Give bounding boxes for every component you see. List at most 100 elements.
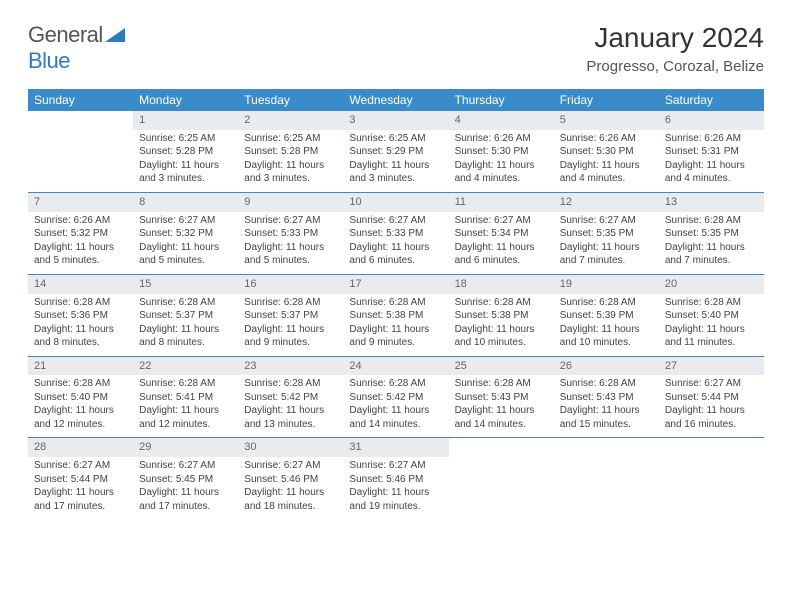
sunrise-text: Sunrise: 6:28 AM [455, 296, 548, 310]
day-number: 4 [449, 111, 554, 130]
day-cell: 11Sunrise: 6:27 AMSunset: 5:34 PMDayligh… [449, 193, 554, 274]
daylight-text: Daylight: 11 hours and 10 minutes. [455, 323, 548, 350]
daylight-text: Daylight: 11 hours and 4 minutes. [560, 159, 653, 186]
month-title: January 2024 [586, 22, 764, 54]
day-number [28, 111, 133, 115]
sunrise-text: Sunrise: 6:28 AM [34, 296, 127, 310]
daylight-text: Daylight: 11 hours and 14 minutes. [455, 404, 548, 431]
sunset-text: Sunset: 5:40 PM [665, 309, 758, 323]
daylight-text: Daylight: 11 hours and 17 minutes. [139, 486, 232, 513]
day-body: Sunrise: 6:26 AMSunset: 5:31 PMDaylight:… [659, 130, 764, 192]
sunrise-text: Sunrise: 6:27 AM [34, 459, 127, 473]
day-body: Sunrise: 6:27 AMSunset: 5:46 PMDaylight:… [343, 457, 448, 519]
weekday-header: Saturday [659, 89, 764, 111]
day-cell [554, 438, 659, 519]
day-cell: 3Sunrise: 6:25 AMSunset: 5:29 PMDaylight… [343, 111, 448, 192]
day-body: Sunrise: 6:28 AMSunset: 5:42 PMDaylight:… [343, 375, 448, 437]
day-number: 30 [238, 438, 343, 457]
weekday-header: Monday [133, 89, 238, 111]
sunset-text: Sunset: 5:28 PM [139, 145, 232, 159]
sunrise-text: Sunrise: 6:27 AM [139, 459, 232, 473]
sunset-text: Sunset: 5:44 PM [665, 391, 758, 405]
day-number: 7 [28, 193, 133, 212]
daylight-text: Daylight: 11 hours and 5 minutes. [244, 241, 337, 268]
daylight-text: Daylight: 11 hours and 17 minutes. [34, 486, 127, 513]
sunrise-text: Sunrise: 6:28 AM [665, 214, 758, 228]
day-number: 2 [238, 111, 343, 130]
day-cell: 17Sunrise: 6:28 AMSunset: 5:38 PMDayligh… [343, 275, 448, 356]
day-cell: 2Sunrise: 6:25 AMSunset: 5:28 PMDaylight… [238, 111, 343, 192]
weekday-header: Wednesday [343, 89, 448, 111]
sunset-text: Sunset: 5:38 PM [349, 309, 442, 323]
daylight-text: Daylight: 11 hours and 8 minutes. [139, 323, 232, 350]
sunset-text: Sunset: 5:45 PM [139, 473, 232, 487]
day-number: 24 [343, 357, 448, 376]
day-cell: 21Sunrise: 6:28 AMSunset: 5:40 PMDayligh… [28, 357, 133, 438]
day-number: 5 [554, 111, 659, 130]
daylight-text: Daylight: 11 hours and 10 minutes. [560, 323, 653, 350]
day-body: Sunrise: 6:27 AMSunset: 5:44 PMDaylight:… [659, 375, 764, 437]
day-cell [449, 438, 554, 519]
day-cell: 27Sunrise: 6:27 AMSunset: 5:44 PMDayligh… [659, 357, 764, 438]
weekday-header: Sunday [28, 89, 133, 111]
day-number: 21 [28, 357, 133, 376]
brand-part2: Blue [28, 48, 70, 73]
sunrise-text: Sunrise: 6:28 AM [139, 296, 232, 310]
day-cell [659, 438, 764, 519]
weekday-header: Tuesday [238, 89, 343, 111]
day-body: Sunrise: 6:28 AMSunset: 5:39 PMDaylight:… [554, 294, 659, 356]
day-number: 16 [238, 275, 343, 294]
day-body: Sunrise: 6:25 AMSunset: 5:28 PMDaylight:… [133, 130, 238, 192]
day-cell: 7Sunrise: 6:26 AMSunset: 5:32 PMDaylight… [28, 193, 133, 274]
day-body: Sunrise: 6:28 AMSunset: 5:43 PMDaylight:… [449, 375, 554, 437]
day-cell: 16Sunrise: 6:28 AMSunset: 5:37 PMDayligh… [238, 275, 343, 356]
day-cell: 10Sunrise: 6:27 AMSunset: 5:33 PMDayligh… [343, 193, 448, 274]
day-body: Sunrise: 6:27 AMSunset: 5:33 PMDaylight:… [343, 212, 448, 274]
daylight-text: Daylight: 11 hours and 13 minutes. [244, 404, 337, 431]
daylight-text: Daylight: 11 hours and 7 minutes. [665, 241, 758, 268]
brand-logo: GeneralBlue [28, 22, 125, 74]
day-number: 23 [238, 357, 343, 376]
sunrise-text: Sunrise: 6:27 AM [244, 214, 337, 228]
day-cell: 13Sunrise: 6:28 AMSunset: 5:35 PMDayligh… [659, 193, 764, 274]
day-cell: 5Sunrise: 6:26 AMSunset: 5:30 PMDaylight… [554, 111, 659, 192]
sunset-text: Sunset: 5:35 PM [665, 227, 758, 241]
sunset-text: Sunset: 5:33 PM [244, 227, 337, 241]
week-row: 28Sunrise: 6:27 AMSunset: 5:44 PMDayligh… [28, 438, 764, 519]
day-number [659, 438, 764, 442]
page-header: GeneralBlue January 2024 Progresso, Coro… [28, 22, 764, 75]
day-number: 11 [449, 193, 554, 212]
weekday-header: Thursday [449, 89, 554, 111]
day-body: Sunrise: 6:28 AMSunset: 5:38 PMDaylight:… [343, 294, 448, 356]
day-number: 28 [28, 438, 133, 457]
sunrise-text: Sunrise: 6:26 AM [560, 132, 653, 146]
daylight-text: Daylight: 11 hours and 12 minutes. [34, 404, 127, 431]
sunset-text: Sunset: 5:34 PM [455, 227, 548, 241]
sunset-text: Sunset: 5:44 PM [34, 473, 127, 487]
sunrise-text: Sunrise: 6:25 AM [349, 132, 442, 146]
day-cell: 6Sunrise: 6:26 AMSunset: 5:31 PMDaylight… [659, 111, 764, 192]
daylight-text: Daylight: 11 hours and 11 minutes. [665, 323, 758, 350]
day-number: 12 [554, 193, 659, 212]
day-number: 31 [343, 438, 448, 457]
day-body: Sunrise: 6:27 AMSunset: 5:33 PMDaylight:… [238, 212, 343, 274]
weeks-container: 1Sunrise: 6:25 AMSunset: 5:28 PMDaylight… [28, 111, 764, 519]
day-cell: 9Sunrise: 6:27 AMSunset: 5:33 PMDaylight… [238, 193, 343, 274]
sunset-text: Sunset: 5:35 PM [560, 227, 653, 241]
daylight-text: Daylight: 11 hours and 14 minutes. [349, 404, 442, 431]
sunrise-text: Sunrise: 6:26 AM [665, 132, 758, 146]
week-row: 7Sunrise: 6:26 AMSunset: 5:32 PMDaylight… [28, 193, 764, 275]
sunset-text: Sunset: 5:41 PM [139, 391, 232, 405]
sunrise-text: Sunrise: 6:28 AM [139, 377, 232, 391]
sunset-text: Sunset: 5:43 PM [560, 391, 653, 405]
day-body: Sunrise: 6:27 AMSunset: 5:45 PMDaylight:… [133, 457, 238, 519]
day-body: Sunrise: 6:28 AMSunset: 5:40 PMDaylight:… [28, 375, 133, 437]
location-text: Progresso, Corozal, Belize [586, 58, 764, 75]
day-body: Sunrise: 6:28 AMSunset: 5:42 PMDaylight:… [238, 375, 343, 437]
day-cell: 24Sunrise: 6:28 AMSunset: 5:42 PMDayligh… [343, 357, 448, 438]
sunset-text: Sunset: 5:32 PM [34, 227, 127, 241]
week-row: 21Sunrise: 6:28 AMSunset: 5:40 PMDayligh… [28, 357, 764, 439]
sunrise-text: Sunrise: 6:27 AM [349, 459, 442, 473]
day-cell: 8Sunrise: 6:27 AMSunset: 5:32 PMDaylight… [133, 193, 238, 274]
day-body: Sunrise: 6:28 AMSunset: 5:38 PMDaylight:… [449, 294, 554, 356]
